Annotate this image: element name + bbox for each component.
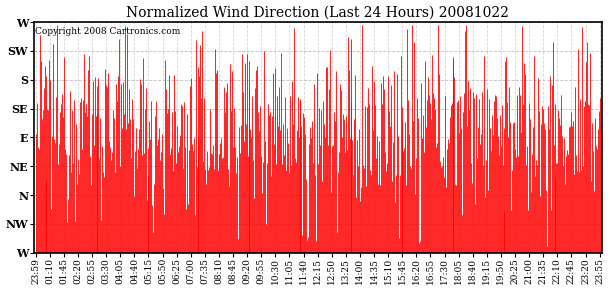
- Title: Normalized Wind Direction (Last 24 Hours) 20081022: Normalized Wind Direction (Last 24 Hours…: [126, 6, 509, 19]
- Text: Copyright 2008 Cartronics.com: Copyright 2008 Cartronics.com: [35, 27, 181, 36]
